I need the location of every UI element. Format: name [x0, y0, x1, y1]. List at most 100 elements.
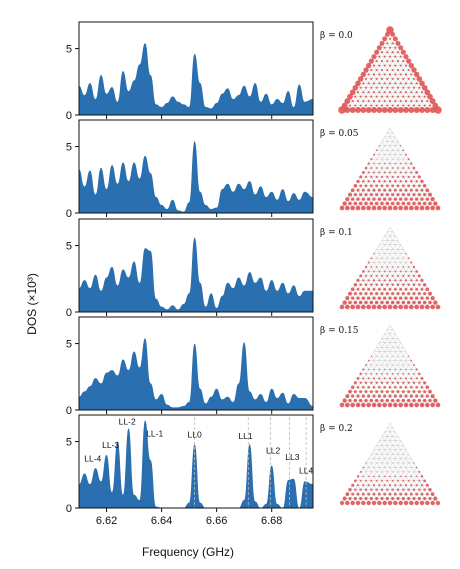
lattice-site: [377, 402, 382, 408]
lattice-site: [351, 197, 355, 201]
lattice-site: [428, 487, 432, 492]
lattice-insets: β = 0.0 β = 0.05 β = 0.1 β = 0.15 β = 0.2: [320, 26, 442, 506]
lattice-site: [391, 479, 394, 482]
lattice-site: [396, 488, 400, 491]
lattice-site: [372, 197, 376, 201]
dos-panel-2: 05: [66, 218, 314, 319]
lattice-site: [353, 390, 357, 394]
lattice-site: [413, 71, 420, 78]
lattice-site: [354, 95, 357, 98]
lattice-site: [396, 51, 400, 54]
beta-label: β = 0.0: [320, 31, 353, 41]
lattice-site: [345, 402, 350, 408]
lattice-site: [412, 265, 416, 269]
lattice-site: [418, 104, 421, 107]
lattice-site: [350, 304, 356, 310]
lattice-site: [375, 104, 378, 107]
lattice-site: [400, 49, 406, 55]
lattice-site: [402, 373, 405, 375]
lattice-site: [420, 197, 424, 201]
lattice-site: [380, 292, 384, 296]
lattice-site: [410, 82, 413, 85]
lattice-site: [394, 484, 397, 487]
lattice-site: [413, 364, 415, 366]
lattice-site: [355, 304, 361, 310]
lattice-site: [359, 104, 362, 107]
lattice-site: [435, 205, 441, 211]
lattice-site: [359, 175, 363, 179]
lattice-site: [372, 385, 376, 389]
lattice-site: [375, 60, 378, 63]
lattice-site: [378, 73, 381, 76]
lattice-site: [407, 496, 411, 501]
lattice-site: [378, 171, 381, 174]
lattice-site: [423, 488, 426, 491]
lattice-site: [364, 184, 368, 188]
lattice-site: [387, 107, 393, 113]
lattice-site: [399, 180, 402, 183]
lattice-site: [407, 193, 411, 197]
lattice-site: [380, 86, 384, 89]
lattice-site: [361, 296, 365, 300]
lattice-site: [425, 385, 430, 389]
lattice-site: [420, 385, 424, 389]
lattice-site: [426, 100, 429, 103]
lattice-site: [416, 76, 423, 82]
lattice-site: [420, 278, 424, 282]
y-tick-label: 5: [66, 241, 72, 253]
lattice-site: [350, 402, 355, 408]
lattice-site: [388, 180, 392, 183]
lattice-site: [372, 91, 376, 94]
lattice-site: [377, 492, 381, 496]
lattice-site: [349, 107, 356, 113]
lattice-site: [407, 292, 411, 296]
lattice-inset-4: [339, 422, 441, 506]
lattice-site: [380, 193, 384, 197]
lattice-site: [370, 488, 373, 491]
lattice-site: [383, 197, 387, 201]
lattice-site: [368, 58, 374, 64]
lattice-site: [356, 296, 360, 300]
lattice-site: [359, 193, 363, 197]
lattice-site: [391, 167, 394, 169]
lattice-site: [394, 180, 397, 183]
lattice-site: [372, 64, 376, 67]
lattice-site: [410, 359, 413, 362]
lattice-site: [417, 300, 422, 305]
lattice-site: [401, 398, 406, 403]
lattice-site: [359, 372, 362, 376]
lattice-site: [348, 487, 352, 492]
lattice-site: [403, 205, 409, 211]
lattice-site: [429, 98, 436, 105]
lattice-site: [397, 274, 399, 277]
lattice-site: [394, 91, 397, 94]
lattice-site: [388, 385, 392, 389]
lattice-site: [372, 73, 376, 76]
lattice-site: [409, 394, 413, 398]
lattice-site: [388, 91, 392, 94]
lattice-site: [396, 95, 400, 98]
lattice-site: [345, 197, 350, 202]
lattice-site: [388, 197, 392, 201]
lattice-site: [399, 162, 402, 165]
lattice-site: [417, 193, 421, 197]
lattice-site: [394, 377, 397, 380]
lattice-site: [351, 492, 355, 496]
lattice-site: [364, 166, 368, 170]
lattice-site: [396, 104, 400, 107]
lattice-site: [433, 300, 438, 305]
lattice-site: [375, 274, 378, 277]
lattice-site: [383, 64, 386, 67]
lattice-site: [356, 376, 360, 380]
lattice-site: [412, 193, 416, 197]
lattice-site: [412, 77, 416, 80]
lattice-site: [415, 171, 419, 174]
lattice-site: [415, 279, 418, 282]
lattice-site: [391, 274, 394, 277]
lattice-site: [381, 167, 383, 169]
lattice-site: [377, 394, 381, 398]
lattice-site: [380, 95, 384, 98]
lattice-site: [429, 107, 436, 113]
lattice-site: [361, 500, 366, 506]
